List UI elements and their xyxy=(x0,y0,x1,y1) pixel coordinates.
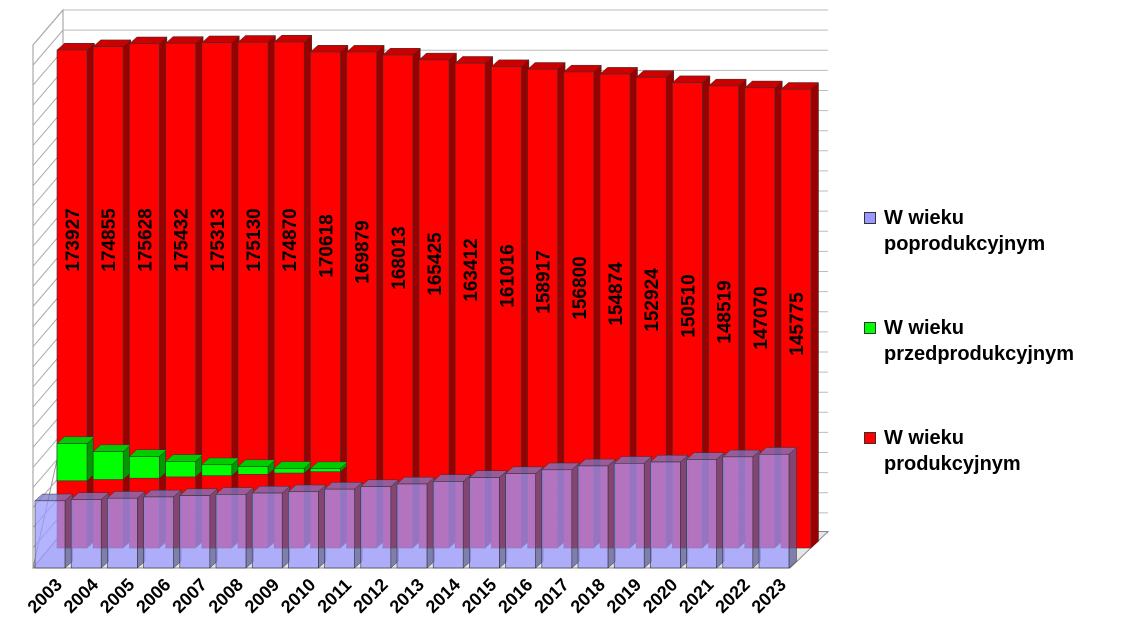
x-tick-2007: 2007 xyxy=(168,575,210,617)
x-tick-2012: 2012 xyxy=(349,575,391,617)
chart-plot: 173927 2003 174855 2004 175628 2005 175432 2006… xyxy=(24,8,830,617)
bar-poprodukcyjnym-2013 xyxy=(396,483,428,569)
legend-label-produkcyjnym: W wieku produkcyjnym xyxy=(884,425,1129,477)
legend-swatch-przedprodukcyjnym xyxy=(864,322,876,334)
data-label-2009: 174870 xyxy=(280,208,301,271)
x-tick-2010: 2010 xyxy=(277,575,319,617)
data-label-2019: 152924 xyxy=(642,268,663,332)
x-tick-2008: 2008 xyxy=(205,575,247,617)
x-tick-2021: 2021 xyxy=(675,575,717,617)
bar-poprodukcyjnym-2011 xyxy=(324,488,355,569)
legend-item-poprodukcyjnym: W wieku poprodukcyjnym xyxy=(864,205,1129,315)
data-label-2021: 148519 xyxy=(715,280,736,343)
data-label-2023: 145775 xyxy=(787,292,808,356)
bar-poprodukcyjnym-2010 xyxy=(288,491,319,569)
bar-poprodukcyjnym-2008 xyxy=(215,494,247,569)
bar-przedprodukcyjnym-2010 xyxy=(310,468,341,473)
legend-item-przedprodukcyjnym: W wieku przedprodukcyjnym xyxy=(864,315,1129,425)
legend-swatch-poprodukcyjnym xyxy=(864,212,876,224)
bar-produkcyjnym-2011 xyxy=(346,51,377,549)
data-label-2005: 175628 xyxy=(135,208,156,271)
data-label-2008: 175130 xyxy=(244,208,265,271)
data-label-2015: 161016 xyxy=(497,244,518,307)
data-label-2020: 150510 xyxy=(678,274,699,337)
data-label-2018: 154874 xyxy=(606,262,627,326)
legend-label-przedprodukcyjnym-line1: W wieku xyxy=(884,317,965,339)
bar-przedprodukcyjnym-2003 xyxy=(56,443,88,482)
bar-poprodukcyjnym-2014 xyxy=(432,481,464,569)
x-tick-2015: 2015 xyxy=(458,575,500,617)
bar-przedprodukcyjnym-2006 xyxy=(165,461,196,478)
bar-przedprodukcyjnym-2009 xyxy=(273,468,305,474)
x-tick-2013: 2013 xyxy=(386,575,428,617)
legend-label-poprodukcyjnym-line1: W wieku xyxy=(884,207,965,229)
x-tick-2022: 2022 xyxy=(711,575,753,617)
x-tick-2011: 2011 xyxy=(313,575,355,617)
legend-label-poprodukcyjnym: W wieku poprodukcyjnym xyxy=(884,205,1129,257)
bar-poprodukcyjnym-2012 xyxy=(360,486,392,569)
legend-label-przedprodukcyjnym-line2: przedprodukcyjnym xyxy=(884,343,1075,365)
bar-poprodukcyjnym-2006 xyxy=(143,496,174,569)
gridline-side-1 xyxy=(32,29,64,66)
data-label-2022: 147070 xyxy=(751,286,772,349)
data-label-2006: 175432 xyxy=(172,208,193,271)
legend-item-produkcyjnym: W wieku produkcyjnym xyxy=(864,425,1129,535)
x-tick-2017: 2017 xyxy=(530,575,572,617)
bar-poprodukcyjnym-2022 xyxy=(722,456,754,569)
x-tick-2016: 2016 xyxy=(494,575,536,617)
bar-poprodukcyjnym-2018 xyxy=(577,465,609,569)
bar-przedprodukcyjnym-2005 xyxy=(129,456,160,479)
bar-poprodukcyjnym-2017 xyxy=(541,469,573,569)
gridline-side-0 xyxy=(32,9,64,46)
data-label-2004: 174855 xyxy=(99,208,120,272)
x-tick-2019: 2019 xyxy=(603,575,645,617)
data-label-2007: 175313 xyxy=(208,208,229,271)
x-tick-2018: 2018 xyxy=(567,575,609,617)
bar-poprodukcyjnym-2021 xyxy=(686,459,717,569)
bar-produkcyjnym-2023-side xyxy=(810,81,819,549)
data-label-2012: 168013 xyxy=(389,226,410,289)
x-tick-2009: 2009 xyxy=(241,575,283,617)
data-label-2013: 165425 xyxy=(425,232,446,296)
bar-poprodukcyjnym-2015 xyxy=(469,477,500,569)
data-label-2011: 169879 xyxy=(353,220,374,283)
legend-label-poprodukcyjnym-line2: poprodukcyjnym xyxy=(884,233,1046,255)
bar-produkcyjnym-2014 xyxy=(454,62,486,549)
data-label-2014: 163412 xyxy=(461,238,482,301)
data-label-2016: 158917 xyxy=(534,250,555,313)
bar-przedprodukcyjnym-2004 xyxy=(92,451,124,480)
x-tick-2006: 2006 xyxy=(132,575,174,617)
x-tick-2003: 2003 xyxy=(24,575,66,617)
legend-swatch-produkcyjnym xyxy=(864,432,876,444)
x-tick-2023: 2023 xyxy=(748,575,790,617)
x-tick-2005: 2005 xyxy=(96,575,138,617)
x-tick-2020: 2020 xyxy=(639,575,681,617)
x-tick-2014: 2014 xyxy=(422,575,464,617)
bar-produkcyjnym-2012 xyxy=(382,54,414,549)
data-label-2017: 156800 xyxy=(570,256,591,319)
bar-poprodukcyjnym-2003 xyxy=(34,500,66,569)
legend-label-produkcyjnym-line1: W wieku xyxy=(884,427,965,449)
bar-produkcyjnym-2010 xyxy=(310,51,341,549)
bar-poprodukcyjnym-2023-side xyxy=(788,446,797,569)
bar-poprodukcyjnym-2023 xyxy=(758,453,790,569)
bar-poprodukcyjnym-2009 xyxy=(251,492,283,569)
bar-przedprodukcyjnym-2008 xyxy=(237,466,269,475)
x-tick-2004: 2004 xyxy=(60,575,102,617)
data-label-2003: 173927 xyxy=(63,208,84,271)
bar-poprodukcyjnym-2004 xyxy=(70,499,102,569)
bar-przedprodukcyjnym-2007 xyxy=(201,464,233,476)
bar-poprodukcyjnym-2020 xyxy=(650,461,681,569)
legend-label-przedprodukcyjnym: W wieku przedprodukcyjnym xyxy=(884,315,1129,367)
bar-poprodukcyjnym-2007 xyxy=(179,495,211,569)
data-label-2010: 170618 xyxy=(316,214,337,277)
bar-poprodukcyjnym-2005 xyxy=(107,497,138,569)
chart-legend: W wieku poprodukcyjnym W wieku przedprod… xyxy=(864,205,1129,535)
bar-poprodukcyjnym-2016 xyxy=(505,473,536,569)
legend-label-produkcyjnym-line2: produkcyjnym xyxy=(884,453,1021,475)
bar-poprodukcyjnym-2019 xyxy=(613,463,645,569)
